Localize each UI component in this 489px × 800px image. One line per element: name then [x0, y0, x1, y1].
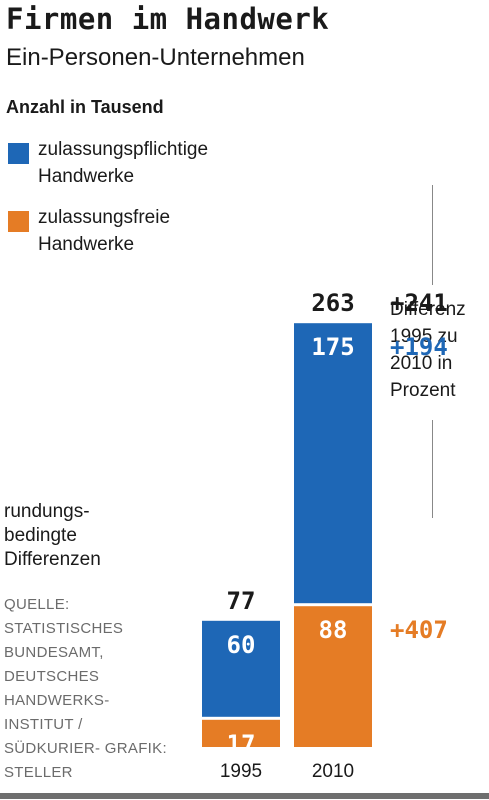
bar-total-1995: 77 — [226, 586, 256, 615]
legend-swatch-orange — [8, 211, 29, 232]
baseline-bar — [0, 793, 489, 799]
difference-caption: Differenz 1995 zu 2010 in Prozent — [390, 299, 466, 401]
source-note: QUELLE: STATISTISCHES BUNDESAMT, DEUTSCH… — [4, 596, 167, 781]
unit-label: Anzahl in Tausend — [6, 97, 164, 117]
bar-value-2010-frei: 88 — [318, 616, 348, 645]
bar-1995-frei — [202, 719, 280, 747]
x-tick-1995: 1995 — [219, 761, 263, 782]
legend-swatch-blue — [8, 143, 29, 164]
bar-total-2010: 263 — [311, 289, 355, 318]
legend-label-blue: zulassungspflichtige Handwerke — [38, 139, 209, 187]
bar-1995-pflichtig — [202, 620, 280, 717]
diff-total: +241 — [390, 289, 448, 318]
diff-connector-top — [432, 185, 433, 285]
chart-title: Firmen im Handwerk — [6, 2, 330, 36]
bar-2010-pflichtig — [294, 323, 372, 604]
diff-frei: +407 — [390, 616, 448, 645]
bar-value-2010-pflichtig: 175 — [311, 333, 355, 362]
diff-connector-bottom — [432, 420, 433, 518]
chart-subtitle: Ein-Personen-Unternehmen — [6, 44, 305, 71]
diff-pflichtig: +194 — [390, 333, 448, 362]
x-tick-2010: 2010 — [311, 761, 355, 782]
bar-2010-frei — [294, 606, 372, 747]
rounding-note: rundungs- bedingte Differenzen — [4, 501, 101, 570]
bar-value-1995-pflichtig: 60 — [226, 630, 256, 659]
legend-label-orange: zulassungsfreie Handwerke — [38, 207, 171, 255]
bar-value-1995-frei: 17 — [226, 729, 256, 758]
